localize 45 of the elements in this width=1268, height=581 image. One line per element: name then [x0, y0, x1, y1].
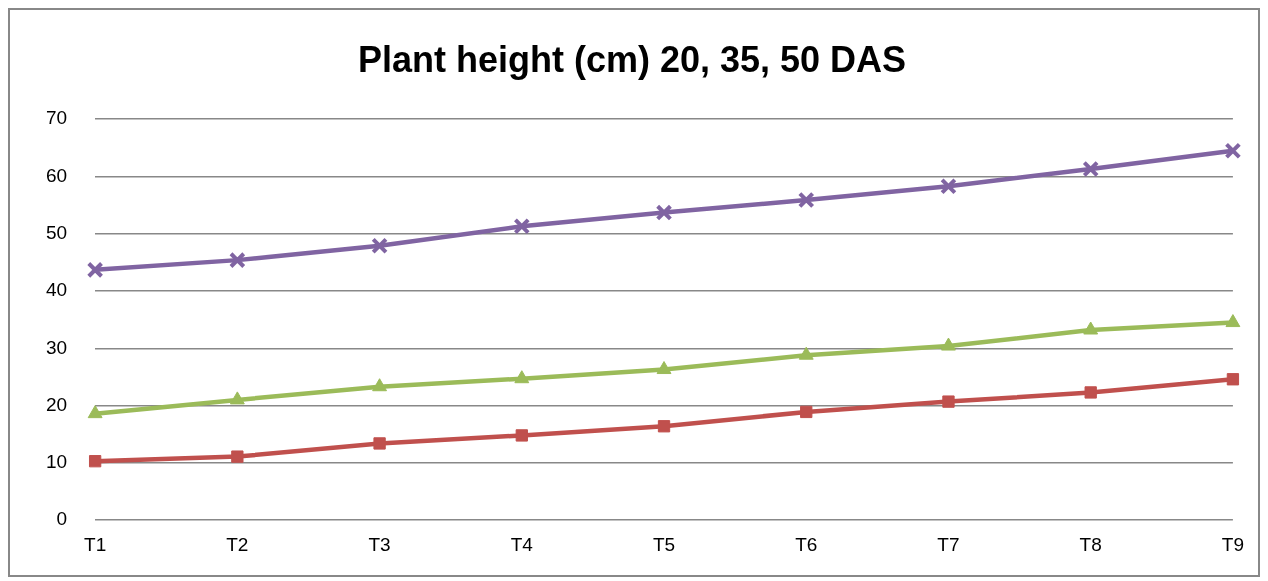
point: [371, 237, 388, 255]
point: [940, 177, 957, 195]
point: [228, 251, 246, 269]
point: [1224, 142, 1242, 160]
point: [513, 217, 531, 235]
point: [798, 346, 814, 360]
x-tick-label: T4: [510, 533, 534, 555]
point: [515, 429, 528, 442]
x-tick-label: T1: [84, 533, 107, 555]
x-tick-label: T8: [1079, 533, 1102, 555]
point: [656, 361, 672, 375]
y-tick-label: 40: [45, 279, 68, 301]
point: [87, 405, 103, 419]
point: [88, 455, 102, 468]
point: [1225, 314, 1241, 328]
x-tick-label: T7: [937, 533, 960, 555]
point: [942, 395, 955, 408]
point: [1082, 160, 1100, 178]
y-tick-label: 20: [45, 393, 68, 415]
x-tick-label: T3: [368, 533, 391, 555]
y-tick-label: 50: [45, 222, 68, 244]
point: [231, 450, 244, 463]
y-tick-label: 30: [45, 336, 68, 358]
y-tick-label: 10: [45, 451, 68, 473]
point: [229, 391, 245, 405]
point: [800, 405, 813, 419]
x-tick-label: T5: [652, 533, 676, 555]
point: [86, 261, 104, 279]
chart-title: Plant height (cm) 20, 35, 50 DAS: [357, 38, 907, 80]
x-tick-label: T9: [1221, 533, 1245, 555]
point: [514, 370, 530, 384]
point: [1083, 321, 1099, 335]
point: [373, 437, 386, 450]
point: [941, 337, 956, 351]
y-tick-label: 70: [45, 107, 68, 129]
point: [1084, 386, 1097, 399]
x-tick-label: T6: [795, 533, 818, 555]
point: [657, 420, 671, 433]
y-tick-label: 0: [56, 508, 68, 530]
point: [1226, 373, 1240, 386]
point: [797, 191, 815, 209]
y-tick-label: 60: [45, 164, 68, 186]
point: [655, 204, 673, 221]
x-tick-label: T2: [226, 533, 249, 555]
point: [372, 378, 388, 392]
